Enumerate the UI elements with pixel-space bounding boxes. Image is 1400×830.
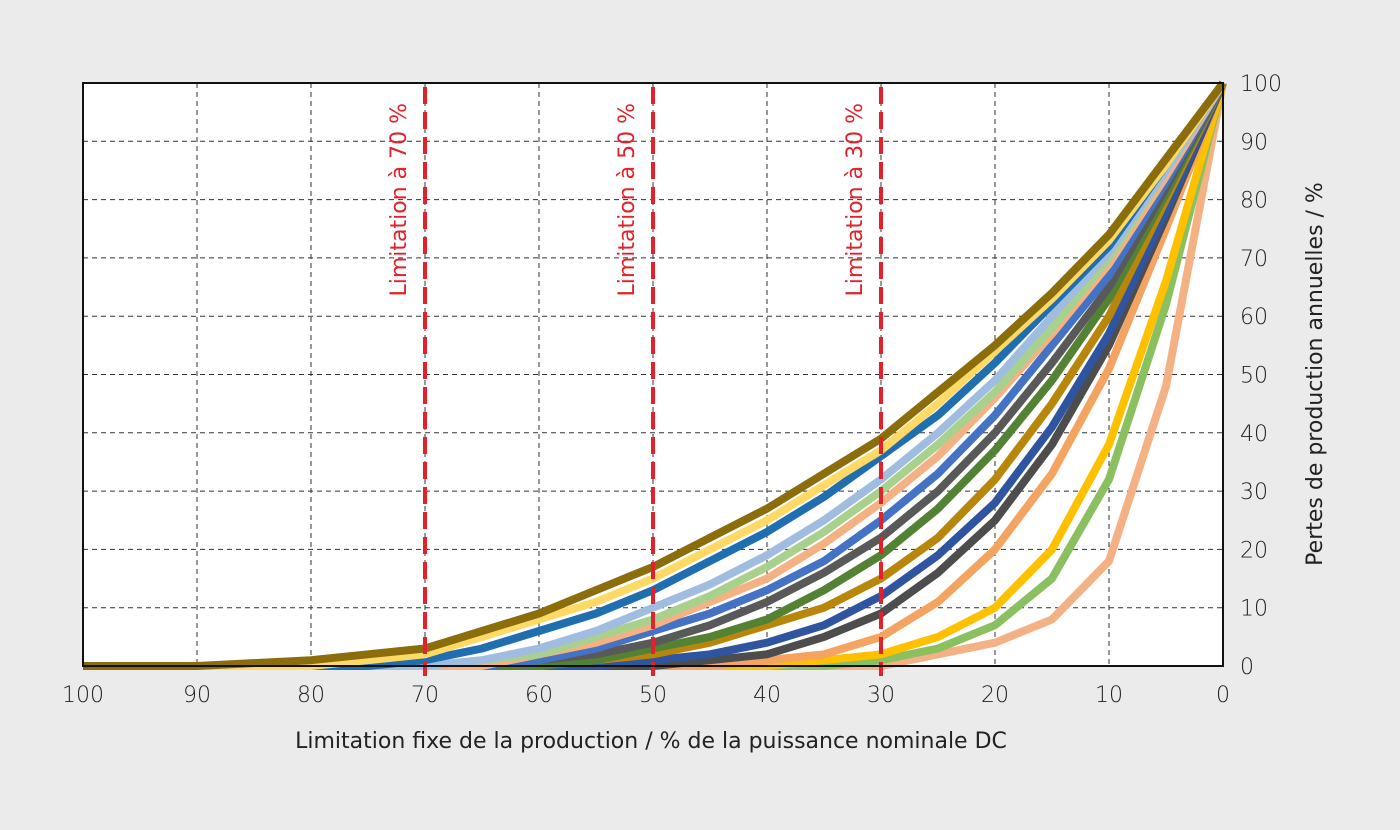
x-tick-label: 30 <box>867 683 895 708</box>
x-tick-labels: 100 90 80 70 60 50 40 30 20 10 0 <box>62 683 1230 708</box>
series-line-15 <box>83 80 1227 670</box>
series-line-16 <box>83 80 1227 670</box>
y-tick-label: 50 <box>1240 364 1268 389</box>
y-tick-label: 70 <box>1240 247 1268 272</box>
reference-line-label: Limitation à 30 % <box>843 103 868 297</box>
x-axis-title: Limitation fixe de la production / % de … <box>295 729 1007 754</box>
y-tick-label: 20 <box>1240 538 1268 563</box>
y-tick-label: 30 <box>1240 480 1268 505</box>
y-tick-label: 40 <box>1240 422 1268 447</box>
y-tick-label: 90 <box>1240 130 1268 155</box>
y-tick-label: 100 <box>1240 72 1282 97</box>
y-axis-title: Pertes de production annuelles / % <box>1303 182 1328 566</box>
y-tick-label: 10 <box>1240 597 1268 622</box>
y-tick-label: 60 <box>1240 305 1268 330</box>
x-tick-label: 90 <box>183 683 211 708</box>
y-tick-label: 80 <box>1240 189 1268 214</box>
reference-lines: Limitation à 70 % Limitation à 50 % Limita… <box>387 87 883 676</box>
y-tick-labels: 0 10 20 30 40 50 60 70 80 90 100 <box>1240 72 1282 680</box>
reference-line-label: Limitation à 50 % <box>615 103 640 297</box>
y-tick-label: 0 <box>1240 655 1254 680</box>
x-tick-label: 10 <box>1095 683 1123 708</box>
x-tick-label: 70 <box>411 683 439 708</box>
plot-border <box>82 82 1224 667</box>
x-tick-label: 20 <box>981 683 1009 708</box>
x-tick-label: 40 <box>753 683 781 708</box>
x-tick-label: 60 <box>525 683 553 708</box>
reference-line-label: Limitation à 70 % <box>387 103 412 297</box>
x-tick-label: 50 <box>639 683 667 708</box>
x-tick-label: 100 <box>62 683 104 708</box>
x-tick-label: 80 <box>297 683 325 708</box>
x-tick-label: 0 <box>1216 683 1230 708</box>
